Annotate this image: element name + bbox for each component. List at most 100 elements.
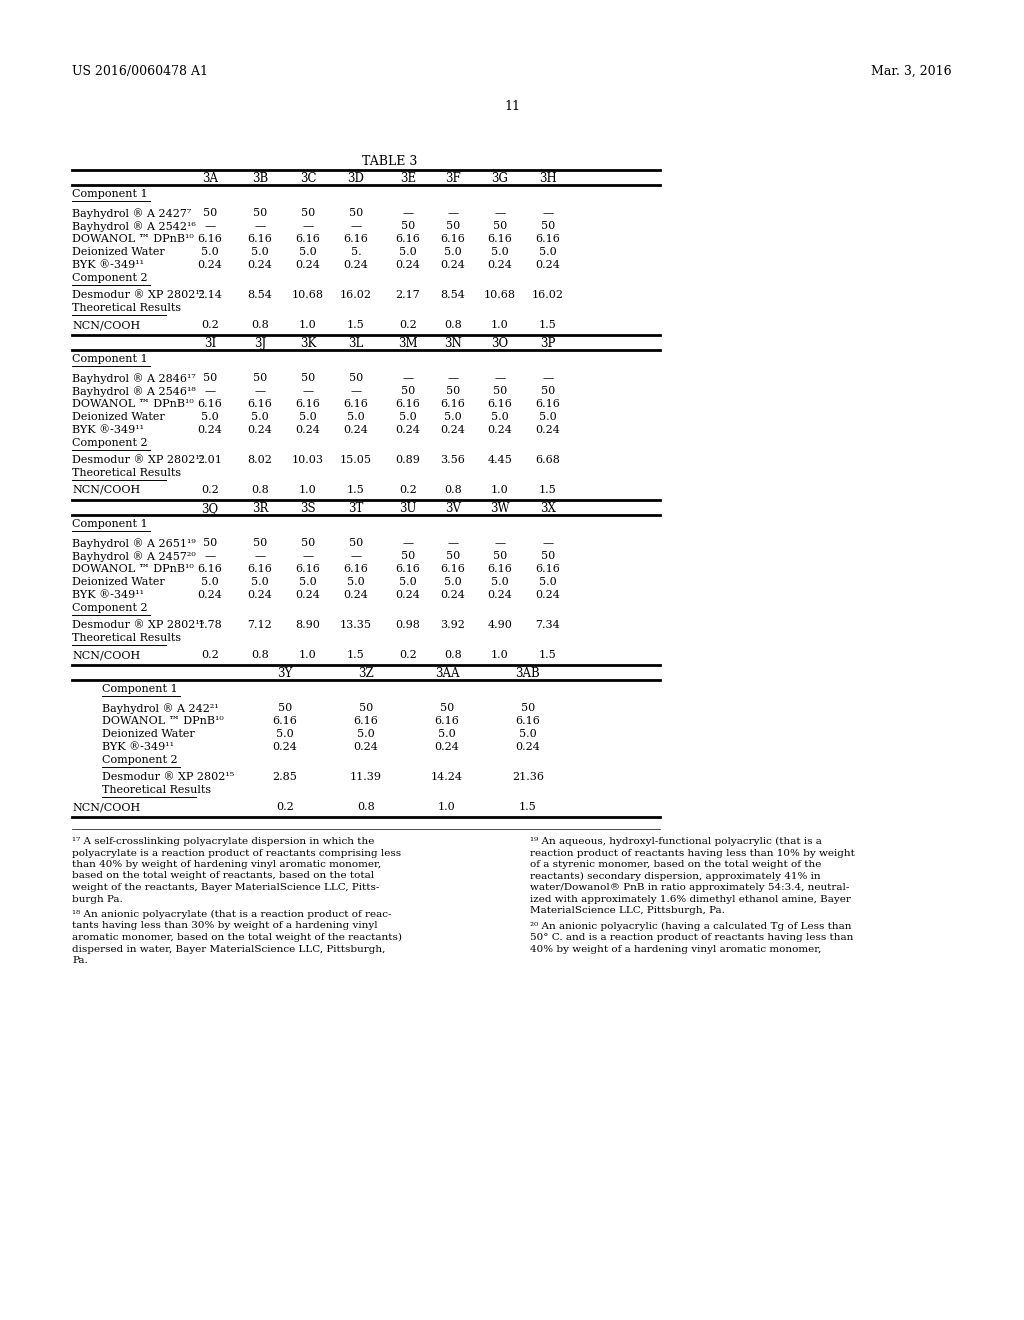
Text: 3X: 3X: [540, 502, 556, 515]
Text: 3L: 3L: [348, 337, 364, 350]
Text: 3J: 3J: [254, 337, 266, 350]
Text: Bayhydrol ® A 2846¹⁷: Bayhydrol ® A 2846¹⁷: [72, 374, 196, 384]
Text: 3P: 3P: [541, 337, 556, 350]
Text: 50: 50: [203, 209, 217, 218]
Text: 40% by weight of a hardening vinyl aromatic monomer,: 40% by weight of a hardening vinyl aroma…: [530, 945, 821, 953]
Text: DOWANOL ™ DPnB¹⁰: DOWANOL ™ DPnB¹⁰: [72, 234, 194, 244]
Text: 5.0: 5.0: [251, 577, 269, 587]
Text: water/Dowanol® PnB in ratio approximately 54:3.4, neutral-: water/Dowanol® PnB in ratio approximatel…: [530, 883, 849, 892]
Text: Desmodur ® XP 2802¹⁵: Desmodur ® XP 2802¹⁵: [72, 455, 204, 465]
Text: 50: 50: [445, 220, 460, 231]
Text: 3A: 3A: [202, 172, 218, 185]
Text: Component 2: Component 2: [72, 603, 147, 612]
Text: 0.24: 0.24: [440, 590, 466, 601]
Text: 5.0: 5.0: [276, 729, 294, 739]
Text: 7.34: 7.34: [536, 620, 560, 630]
Text: 6.16: 6.16: [487, 564, 512, 574]
Text: 50: 50: [493, 550, 507, 561]
Text: 3S: 3S: [300, 502, 315, 515]
Text: 50: 50: [253, 374, 267, 383]
Text: 3T: 3T: [348, 502, 364, 515]
Text: —: —: [302, 550, 313, 561]
Text: 50: 50: [278, 704, 292, 713]
Text: 8.02: 8.02: [248, 455, 272, 465]
Text: Bayhydrol ® A 2427⁷: Bayhydrol ® A 2427⁷: [72, 209, 191, 219]
Text: BYK ®-349¹¹: BYK ®-349¹¹: [72, 590, 144, 601]
Text: 1.0: 1.0: [299, 649, 316, 660]
Text: NCN/COOH: NCN/COOH: [72, 319, 140, 330]
Text: 5.0: 5.0: [399, 577, 417, 587]
Text: NCN/COOH: NCN/COOH: [72, 649, 140, 660]
Text: 0.24: 0.24: [395, 260, 421, 271]
Text: 50: 50: [203, 374, 217, 383]
Text: 16.02: 16.02: [340, 290, 372, 300]
Text: 0.24: 0.24: [487, 425, 512, 436]
Text: 6.16: 6.16: [296, 399, 321, 409]
Text: 6.16: 6.16: [198, 399, 222, 409]
Text: 0.2: 0.2: [399, 319, 417, 330]
Text: 50: 50: [253, 539, 267, 548]
Text: 1.5: 1.5: [347, 649, 365, 660]
Text: 3AA: 3AA: [435, 667, 459, 680]
Text: 6.16: 6.16: [536, 234, 560, 244]
Text: Theoretical Results: Theoretical Results: [72, 304, 181, 313]
Text: 2.14: 2.14: [198, 290, 222, 300]
Text: ¹⁹ An aqueous, hydroxyl-functional polyacrylic (that is a: ¹⁹ An aqueous, hydroxyl-functional polya…: [530, 837, 822, 846]
Text: Bayhydrol ® A 2651¹⁹: Bayhydrol ® A 2651¹⁹: [72, 539, 196, 549]
Text: 5.0: 5.0: [492, 247, 509, 257]
Text: 14.24: 14.24: [431, 772, 463, 781]
Text: 1.5: 1.5: [519, 803, 537, 812]
Text: Desmodur ® XP 2802¹⁵: Desmodur ® XP 2802¹⁵: [72, 620, 204, 630]
Text: 50: 50: [349, 374, 364, 383]
Text: 6.16: 6.16: [344, 234, 369, 244]
Text: 50: 50: [301, 209, 315, 218]
Text: 0.89: 0.89: [395, 455, 421, 465]
Text: 2.01: 2.01: [198, 455, 222, 465]
Text: 5.0: 5.0: [438, 729, 456, 739]
Text: 5.0: 5.0: [201, 247, 219, 257]
Text: 3R: 3R: [252, 502, 268, 515]
Text: 5.0: 5.0: [492, 412, 509, 422]
Text: 0.24: 0.24: [248, 590, 272, 601]
Text: 50: 50: [349, 539, 364, 548]
Text: —: —: [254, 385, 265, 396]
Text: —: —: [495, 209, 506, 218]
Text: —: —: [254, 550, 265, 561]
Text: polyacrylate is a reaction product of reactants comprising less: polyacrylate is a reaction product of re…: [72, 849, 401, 858]
Text: —: —: [402, 374, 414, 383]
Text: 5.0: 5.0: [539, 247, 557, 257]
Text: Deionized Water: Deionized Water: [72, 577, 165, 587]
Text: 0.8: 0.8: [444, 319, 462, 330]
Text: DOWANOL ™ DPnB¹⁰: DOWANOL ™ DPnB¹⁰: [72, 564, 194, 574]
Text: —: —: [205, 550, 216, 561]
Text: 5.0: 5.0: [347, 577, 365, 587]
Text: burgh Pa.: burgh Pa.: [72, 895, 123, 903]
Text: 8.90: 8.90: [296, 620, 321, 630]
Text: 10.68: 10.68: [292, 290, 324, 300]
Text: 5.0: 5.0: [539, 412, 557, 422]
Text: 0.24: 0.24: [198, 590, 222, 601]
Text: 0.8: 0.8: [444, 484, 462, 495]
Text: 1.0: 1.0: [492, 649, 509, 660]
Text: —: —: [402, 539, 414, 548]
Text: 1.0: 1.0: [492, 484, 509, 495]
Text: 3I: 3I: [204, 337, 216, 350]
Text: 2.85: 2.85: [272, 772, 297, 781]
Text: based on the total weight of reactants, based on the total: based on the total weight of reactants, …: [72, 871, 374, 880]
Text: —: —: [543, 539, 554, 548]
Text: 1.78: 1.78: [198, 620, 222, 630]
Text: 6.68: 6.68: [536, 455, 560, 465]
Text: 0.24: 0.24: [248, 425, 272, 436]
Text: 50: 50: [440, 704, 454, 713]
Text: 50: 50: [400, 220, 415, 231]
Text: —: —: [447, 374, 459, 383]
Text: 1.5: 1.5: [539, 484, 557, 495]
Text: Theoretical Results: Theoretical Results: [102, 785, 211, 795]
Text: 0.2: 0.2: [276, 803, 294, 812]
Text: Component 1: Component 1: [72, 519, 147, 529]
Text: 6.16: 6.16: [272, 715, 297, 726]
Text: 11.39: 11.39: [350, 772, 382, 781]
Text: TABLE 3: TABLE 3: [362, 154, 418, 168]
Text: —: —: [447, 209, 459, 218]
Text: 3W: 3W: [490, 502, 510, 515]
